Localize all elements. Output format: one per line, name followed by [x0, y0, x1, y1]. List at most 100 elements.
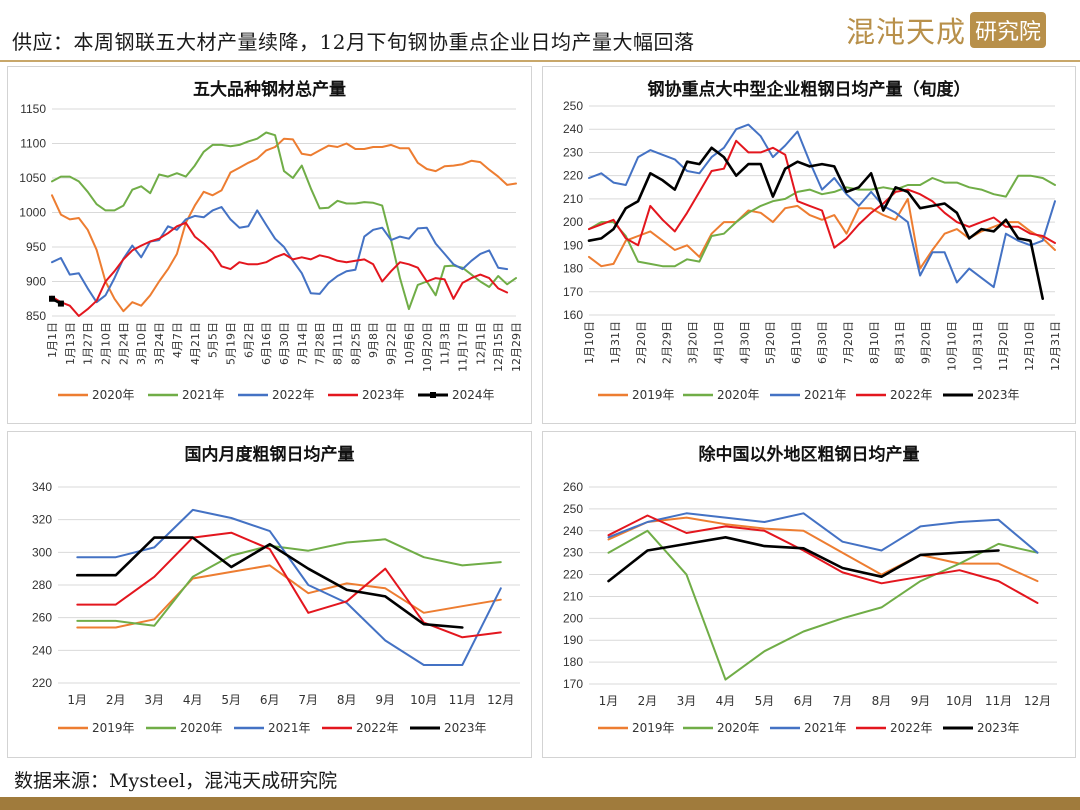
y-tick-label: 170 — [563, 285, 583, 299]
legend-label: 2024年 — [452, 388, 495, 402]
series-line-2022年 — [607, 514, 1039, 604]
y-tick-label: 340 — [32, 480, 52, 494]
x-tick-label: 3月 — [677, 694, 697, 708]
y-tick-label: 1000 — [19, 206, 46, 220]
x-tick-label: 12月 — [487, 693, 514, 707]
x-tick-label: 10月 — [410, 693, 437, 707]
x-tick-label: 8月 — [337, 693, 357, 707]
series-line-2021年 — [588, 123, 1056, 289]
y-tick-label: 1150 — [20, 102, 46, 116]
x-tick-label: 8月25日 — [349, 322, 362, 365]
chart-svg: 国内月度粗钢日均产量 220 240 260 280 300 320 340 1月 2月 3月 4月 5… — [32, 444, 520, 735]
x-tick-label: 7月14日 — [296, 322, 309, 365]
x-tick-label: 6月2日 — [242, 322, 255, 358]
data-source-note: 数据来源：Mysteel，混沌天成研究院 — [14, 770, 338, 792]
y-tick-label: 210 — [563, 589, 583, 603]
series-line-2022年 — [588, 139, 1056, 249]
x-tick-label: 6月 — [794, 694, 814, 708]
x-tick-label: 10月20日 — [421, 322, 434, 372]
x-tick-label: 12月10日 — [1023, 321, 1036, 371]
x-tick-label: 9月 — [911, 694, 931, 708]
x-tick-label: 2月 — [638, 694, 658, 708]
y-tick-label: 160 — [563, 308, 583, 322]
y-tick-label: 320 — [32, 513, 52, 527]
series-line-2021年 — [51, 131, 517, 311]
series-line-2019年 — [76, 564, 502, 629]
x-tick-label: 6月16日 — [260, 322, 273, 365]
page-title: 供应：本周钢联五大材产量续降，12月下旬钢协重点企业日均产量大幅回落 — [12, 30, 695, 54]
y-tick-label: 200 — [563, 611, 583, 625]
chart-title: 国内月度粗钢日均产量 — [185, 444, 355, 465]
x-tick-label: 3月 — [144, 693, 164, 707]
logo-box: 研究院 — [970, 12, 1047, 48]
legend-label: 2021年 — [804, 721, 847, 735]
y-tick-label: 260 — [563, 480, 583, 494]
data-point — [49, 295, 55, 302]
legend-label: 2021年 — [804, 388, 847, 402]
x-tick-label: 11月17日 — [456, 322, 469, 372]
x-tick-label: 5月 — [755, 694, 775, 708]
y-tick-label: 200 — [563, 215, 583, 229]
x-tick-label: 2月24日 — [117, 322, 130, 365]
y-tick-label: 250 — [563, 99, 583, 113]
x-tick-label: 4月10日 — [712, 321, 725, 364]
x-tick-label: 5月5日 — [207, 322, 220, 358]
brand-logo: 混沌天成 研究院 — [846, 8, 1056, 52]
x-tick-label: 7月 — [298, 693, 318, 707]
series-line-2023年 — [51, 221, 509, 317]
x-tick-label: 5月 — [221, 693, 241, 707]
y-tick-label: 220 — [563, 568, 583, 582]
x-tick-label: 6月30日 — [278, 322, 291, 365]
x-tick-label: 1月13日 — [64, 322, 77, 365]
y-tick-label: 950 — [26, 240, 46, 254]
legend-label: 2020年 — [92, 388, 135, 402]
x-tick-label: 7月 — [833, 694, 853, 708]
legend-label: 2021年 — [268, 721, 311, 735]
x-tick-label: 12月31日 — [1049, 321, 1062, 371]
x-tick-label: 10月31日 — [971, 321, 984, 371]
legend-label: 2022年 — [890, 721, 933, 735]
x-tick-label: 4月 — [183, 693, 203, 707]
y-tick-label: 180 — [563, 262, 583, 276]
x-tick-label: 12月 — [1024, 694, 1051, 708]
legend-label: 2019年 — [92, 721, 135, 735]
x-tick-label: 11月 — [449, 693, 476, 707]
legend-label: 2021年 — [182, 388, 225, 402]
x-tick-label: 6月10日 — [790, 321, 803, 364]
x-tick-label: 3月24日 — [153, 322, 166, 365]
x-tick-label: 8月 — [872, 694, 892, 708]
series-line-2019年 — [607, 516, 1039, 583]
x-tick-label: 1月1日 — [46, 322, 59, 358]
data-point — [57, 300, 64, 307]
chart-svg: 除中国以外地区粗钢日均产量 170 180 190 200 210 220 230 240 250… — [563, 444, 1057, 735]
legend-marker — [430, 392, 436, 398]
x-tick-label: 6月30日 — [816, 321, 829, 364]
chart-title: 除中国以外地区粗钢日均产量 — [699, 444, 920, 465]
series-line-2022年 — [51, 206, 509, 304]
x-tick-label: 12月29日 — [510, 322, 523, 372]
x-tick-label: 9月22日 — [385, 322, 398, 365]
series-line-2023年 — [587, 146, 1045, 300]
y-tick-label: 170 — [563, 677, 583, 691]
x-tick-label: 2月 — [106, 693, 126, 707]
x-tick-label: 9月20日 — [920, 321, 933, 364]
legend-label: 2020年 — [717, 721, 760, 735]
chart-title: 钢协重点大中型企业粗钢日均产量（旬度） — [648, 79, 971, 100]
y-tick-label: 280 — [32, 578, 52, 592]
y-tick-label: 180 — [563, 655, 583, 669]
y-tick-label: 260 — [32, 611, 52, 625]
header: 供应：本周钢联五大材产量续降，12月下旬钢协重点企业日均产量大幅回落 混沌天成 … — [0, 0, 1080, 62]
header-divider — [0, 60, 1080, 62]
series-line-2020年 — [588, 174, 1056, 268]
series-line-2023年 — [607, 536, 1000, 583]
x-tick-label: 8月11日 — [332, 322, 345, 365]
legend-label: 2022年 — [272, 388, 315, 402]
legend-label: 2020年 — [717, 388, 760, 402]
footer-bar — [0, 797, 1080, 810]
x-tick-label: 5月20日 — [764, 321, 777, 364]
x-tick-label: 8月10日 — [868, 321, 881, 364]
x-tick-label: 5月19日 — [224, 322, 237, 365]
legend-label: 2019年 — [632, 721, 675, 735]
y-tick-label: 900 — [26, 275, 46, 289]
y-tick-label: 220 — [563, 169, 583, 183]
